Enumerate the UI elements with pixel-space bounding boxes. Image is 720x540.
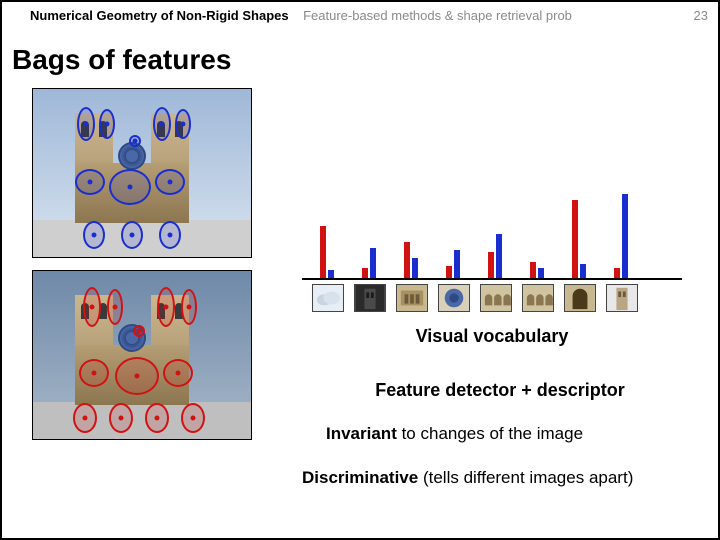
slide-header: Numerical Geometry of Non-Rigid Shapes F…: [30, 8, 710, 23]
histogram-bar: [496, 234, 502, 278]
feature-ellipse: [73, 403, 97, 433]
feature-center-dot: [168, 180, 173, 185]
histogram-bar: [320, 226, 326, 278]
feature-ellipse: [115, 357, 159, 395]
histogram-axis: [302, 278, 682, 280]
histogram-bar: [530, 262, 536, 278]
feature-center-dot: [90, 305, 95, 310]
feature-center-dot: [130, 233, 135, 238]
feature-ellipse: [181, 403, 205, 433]
feature-ellipse: [77, 107, 95, 141]
vocabulary-thumb: [312, 284, 344, 312]
histogram-bar: [370, 248, 376, 278]
feature-ellipse: [153, 107, 171, 141]
histogram-bar: [328, 270, 334, 278]
vocabulary-thumb: [480, 284, 512, 312]
feature-center-dot: [113, 305, 118, 310]
feature-ellipse: [109, 403, 133, 433]
feature-center-dot: [187, 305, 192, 310]
feature-center-dot: [128, 185, 133, 190]
invariant-rest: to changes of the image: [397, 424, 583, 443]
feature-center-dot: [137, 329, 142, 334]
feature-center-dot: [164, 305, 169, 310]
example-image-bottom: [32, 270, 252, 440]
feature-center-dot: [160, 122, 165, 127]
feature-ellipse: [133, 325, 145, 337]
feature-ellipse: [121, 221, 143, 249]
discriminative-bold: Discriminative: [302, 468, 418, 487]
invariant-bold: Invariant: [326, 424, 397, 443]
histogram-bar: [412, 258, 418, 278]
feature-center-dot: [92, 233, 97, 238]
vocabulary-thumb: [438, 284, 470, 312]
vocabulary-thumb: [522, 284, 554, 312]
feature-center-dot: [155, 416, 160, 421]
feature-center-dot: [133, 139, 138, 144]
feature-center-dot: [191, 416, 196, 421]
histogram-bar: [614, 268, 620, 278]
histogram-bar: [404, 242, 410, 278]
example-image-top: [32, 88, 252, 258]
feature-ellipse: [145, 403, 169, 433]
feature-center-dot: [119, 416, 124, 421]
histogram-bar: [488, 252, 494, 278]
feature-ellipse: [75, 169, 105, 195]
vocabulary-thumb: [396, 284, 428, 312]
invariant-text: Invariant to changes of the image: [326, 424, 583, 444]
feature-ellipse: [163, 359, 193, 387]
feature-center-dot: [135, 374, 140, 379]
feature-ellipse: [181, 289, 197, 325]
histogram-bar: [538, 268, 544, 278]
feature-ellipse: [129, 135, 141, 147]
histogram-bar: [622, 194, 628, 278]
feature-ellipse: [83, 287, 101, 327]
histogram-bar: [580, 264, 586, 278]
feature-ellipse: [157, 287, 175, 327]
feature-center-dot: [92, 371, 97, 376]
feature-center-dot: [105, 122, 110, 127]
feature-ellipse: [99, 109, 115, 139]
feature-ellipse: [159, 221, 181, 249]
feature-detector-label: Feature detector + descriptor: [340, 380, 660, 401]
feature-center-dot: [83, 416, 88, 421]
discriminative-text: Discriminative (tells different images a…: [302, 468, 633, 488]
topic-subtitle: Feature-based methods & shape retrieval …: [303, 8, 572, 23]
feature-ellipse: [175, 109, 191, 139]
page-number: 23: [694, 8, 708, 23]
feature-histogram: [302, 132, 682, 312]
feature-center-dot: [176, 371, 181, 376]
feature-ellipse: [155, 169, 185, 195]
histogram-bar: [572, 200, 578, 278]
slide-title: Bags of features: [12, 44, 231, 76]
vocabulary-thumb: [564, 284, 596, 312]
feature-ellipse: [109, 169, 151, 205]
discriminative-rest: (tells different images apart): [418, 468, 633, 487]
ground: [33, 402, 251, 439]
feature-center-dot: [84, 122, 89, 127]
vocabulary-thumb: [354, 284, 386, 312]
feature-ellipse: [107, 289, 123, 325]
feature-ellipse: [83, 221, 105, 249]
feature-center-dot: [181, 122, 186, 127]
visual-vocabulary-label: Visual vocabulary: [362, 326, 622, 347]
vocabulary-thumb: [606, 284, 638, 312]
histogram-bar: [446, 266, 452, 278]
feature-center-dot: [88, 180, 93, 185]
course-title: Numerical Geometry of Non-Rigid Shapes: [30, 8, 289, 23]
slide: Numerical Geometry of Non-Rigid Shapes F…: [0, 0, 720, 540]
histogram-bar: [362, 268, 368, 278]
histogram-bar: [454, 250, 460, 278]
feature-center-dot: [168, 233, 173, 238]
feature-ellipse: [79, 359, 109, 387]
